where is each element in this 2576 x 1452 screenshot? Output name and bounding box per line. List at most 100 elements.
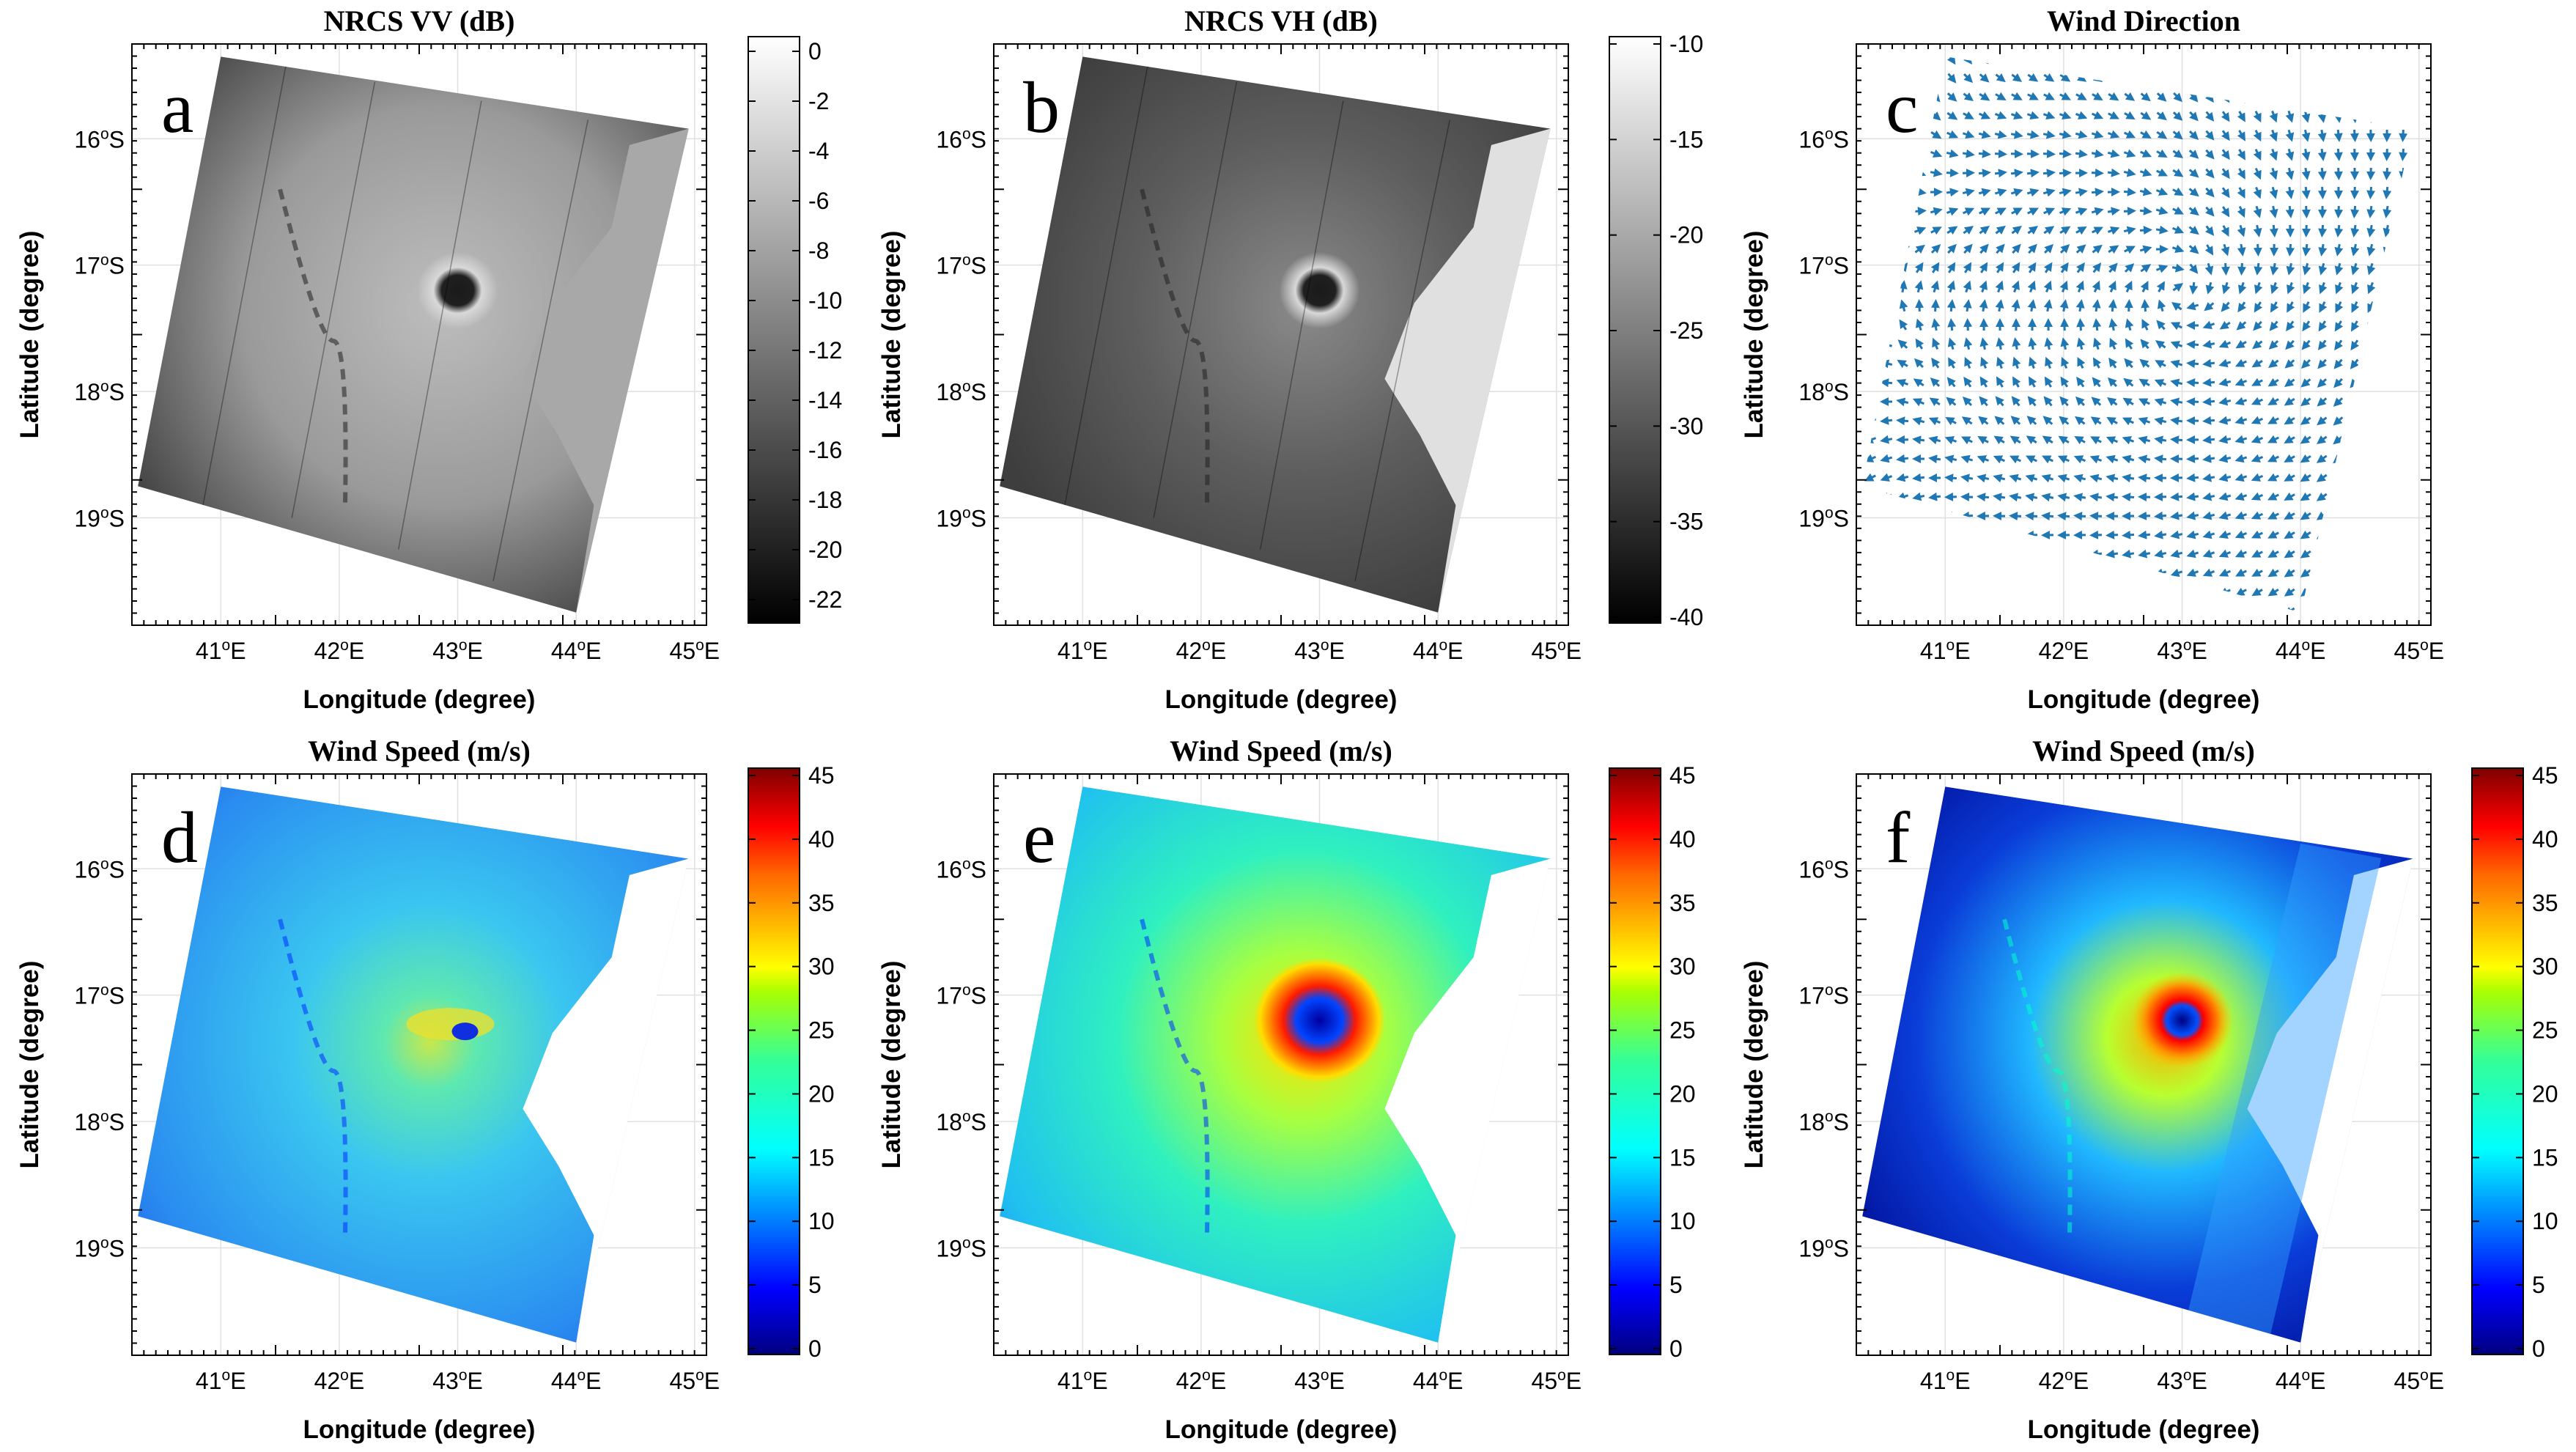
lon-tick-label: 44oE [1413, 1367, 1464, 1394]
wind-arrow [2170, 568, 2183, 578]
lon-tick-label-hem: E [1447, 1368, 1463, 1394]
wind-arrow [2139, 206, 2152, 215]
wind-arrow [2234, 473, 2248, 482]
wind-arrow [2202, 377, 2215, 387]
wind-arrow [2092, 244, 2103, 254]
wind-arrow [2221, 168, 2230, 180]
wind-arrow [1930, 130, 1942, 139]
colorbar-gradient [1609, 767, 1661, 1355]
lat-tick-label: 18oS [936, 1108, 986, 1135]
eye [2130, 971, 2234, 1069]
wind-arrow [2318, 320, 2328, 332]
wind-arrow [2125, 338, 2134, 350]
lat-tick-label-hem: S [971, 983, 986, 1009]
wind-arrow [2285, 339, 2295, 350]
lon-tick-label-hem: E [349, 1368, 364, 1394]
wind-arrow [2058, 435, 2070, 445]
wind-arrow [1996, 376, 2005, 388]
wind-arrow [2251, 587, 2263, 597]
wind-arrow [2091, 149, 2104, 158]
lat-tick-label: 17oS [1798, 252, 1849, 279]
lon-tick-label-hem: E [2192, 1368, 2207, 1394]
wind-arrow [1994, 188, 2007, 197]
wind-arrow [2075, 396, 2085, 407]
wind-arrow [2059, 244, 2070, 254]
wind-arrow [1914, 262, 1924, 273]
wind-arrow [2089, 530, 2103, 539]
lon-tick-label-deg: 41 [1058, 638, 1084, 664]
lat-tick-label-sup: o [962, 252, 971, 269]
lat-tick-label-deg: 16 [74, 126, 100, 152]
wind-arrow [2205, 281, 2215, 295]
lat-tick-label-deg: 16 [74, 856, 100, 882]
wind-arrow [2059, 111, 2072, 119]
wind-arrow [2091, 207, 2104, 216]
wind-arrow [2170, 511, 2183, 520]
lon-tick-label-sup: o [222, 637, 231, 654]
swath-seam [1064, 65, 1148, 506]
wind-arrow [2205, 225, 2215, 236]
wind-arrow [2186, 359, 2199, 369]
wind-arrow [2319, 301, 2328, 313]
y-axis-label: Latitude (degree) [15, 231, 44, 439]
wind-arrow [2383, 148, 2392, 161]
colorbar-tick-label: 5 [1669, 1272, 1683, 1298]
wind-arrow [1864, 473, 1876, 482]
lon-tick-label-sup: o [2301, 637, 2310, 654]
lon-tick-label-hem: E [1329, 1368, 1345, 1394]
wind-arrow [2234, 492, 2248, 501]
lat-tick-label-hem: S [1834, 1109, 1849, 1135]
wind-arrow [2011, 207, 2023, 216]
wind-arrow [2139, 226, 2152, 235]
wind-arrow [2318, 243, 2328, 257]
wind-arrow [2204, 244, 2214, 256]
wind-arrow [1961, 416, 1973, 426]
lat-tick-label-deg: 19 [936, 505, 962, 531]
lon-tick-label: 41oE [1058, 1367, 1108, 1394]
lon-tick-label: 41oE [196, 637, 246, 664]
wind-arrow [2025, 493, 2038, 502]
wind-arrow [2011, 92, 2023, 100]
colorbar: 45 40 35 30 25 20 15 10 5 0 [2471, 762, 2558, 1362]
panel-f: 41oE 42oE 43oE 44oE 45oE16oS17oS18oS19oSWind… [1740, 734, 2558, 1444]
wind-arrow [1864, 454, 1877, 462]
lat-tick-label-hem: S [109, 1235, 125, 1261]
panel-letter: e [1023, 797, 1055, 878]
lon-tick-label-deg: 43 [432, 1368, 459, 1394]
wind-arrow [2059, 226, 2071, 235]
wind-arrow [1880, 416, 1893, 425]
wind-arrow [2186, 340, 2199, 350]
swath-seam [1354, 119, 1451, 581]
wind-arrow [2154, 379, 2167, 388]
wind-arrow [2251, 397, 2263, 405]
wind-arrow [2170, 397, 2183, 407]
wind-arrow [2218, 511, 2232, 520]
wind-arrow [2218, 397, 2232, 406]
lat-tick-label-deg: 17 [1798, 253, 1825, 279]
swath-field [138, 56, 689, 613]
reef-streak [1140, 188, 1210, 506]
wind-arrow [2286, 320, 2295, 332]
x-axis-label: Longitude (degree) [1165, 685, 1398, 714]
lon-tick-label-deg: 41 [1920, 638, 1946, 664]
wind-arrow [2089, 512, 2103, 521]
lon-tick-label-hem: E [468, 638, 483, 664]
lat-tick-label-sup: o [100, 504, 109, 521]
wind-arrow [2251, 492, 2264, 501]
wind-arrow [2205, 149, 2215, 160]
colorbar-tick-label: 45 [1669, 762, 1696, 789]
eye [1253, 957, 1386, 1083]
lat-tick-label: 17oS [74, 252, 125, 279]
wind-arrow [2059, 73, 2071, 82]
wind-arrow [2234, 358, 2247, 367]
lon-tick-label-hem: E [2429, 1368, 2444, 1394]
wind-arrow [1979, 243, 1989, 254]
panel-title: NRCS VV (dB) [324, 4, 515, 37]
wind-arrow [1963, 73, 1974, 84]
lat-tick-label: 17oS [936, 982, 986, 1009]
wind-arrow [2155, 206, 2169, 215]
wind-arrow [2043, 73, 2055, 82]
swath-seam [1153, 81, 1238, 518]
wind-arrow [2202, 454, 2215, 463]
